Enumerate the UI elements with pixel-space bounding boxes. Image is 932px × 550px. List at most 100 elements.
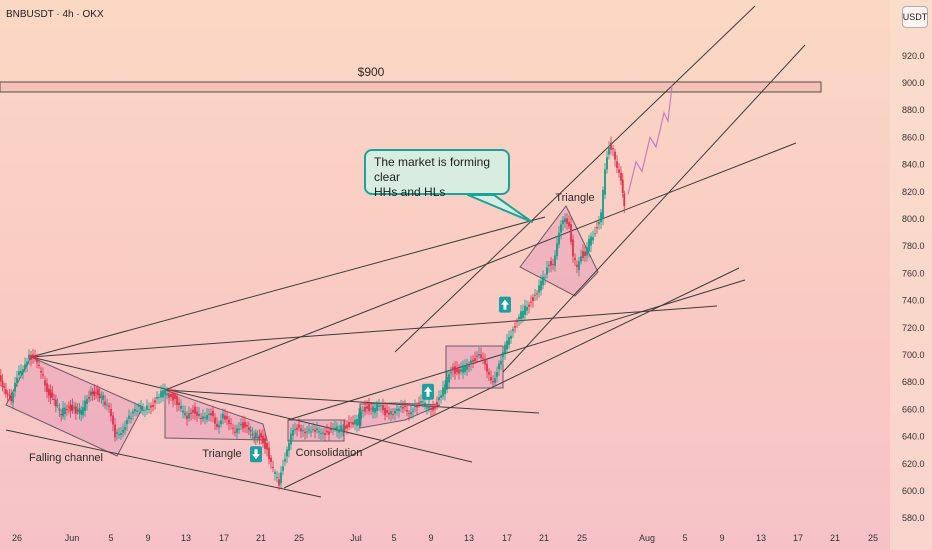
candle-body [270,457,272,462]
candle-body [310,431,312,433]
candle-body [91,391,94,395]
candle-body [494,378,496,383]
candle-body [47,388,50,396]
candle-body [290,433,292,445]
candle-body [370,408,372,410]
price-tick-label: 820.0 [902,187,925,197]
triangle-zone-1 [164,389,268,441]
candle-body [546,267,548,275]
candle-body [272,466,274,468]
candle-body [438,397,440,401]
candle-body [568,222,570,227]
candle-body [148,408,150,410]
candle-body [210,412,212,416]
candle-body [274,472,276,474]
candle-body [166,393,168,396]
candle-body [254,432,257,439]
candle-body [30,354,32,360]
time-tick-label: 21 [539,533,549,543]
candle-body [440,395,442,398]
candle-body [154,400,156,403]
candle-body [474,358,476,362]
candle-body [623,193,626,207]
candle-body [550,260,552,266]
candle-body [38,364,40,366]
candle-body [244,422,246,428]
candle-body [306,431,308,433]
candle-body [512,329,514,332]
candle-body [236,428,238,434]
candle-body [4,389,7,394]
trendline-8 [394,5,756,353]
candle-body [608,147,610,155]
candle-body [592,237,594,241]
candle-body [316,428,318,431]
candle-body [356,418,358,426]
trendline-1 [30,356,473,463]
time-tick-label: 9 [428,533,433,543]
candle-body [334,427,336,429]
candle-body [232,427,234,429]
candle-body [84,400,86,411]
candle-body [188,413,190,419]
currency-badge[interactable]: USDT [902,6,928,28]
candle-body [318,431,320,433]
candle-body [222,413,224,419]
candle-body [184,412,186,416]
candle-body [71,405,74,411]
candle-body [34,356,36,359]
candle-body [46,383,48,392]
candle-body [240,424,242,426]
candle-body [44,380,46,386]
candle-body [120,433,122,436]
candle-body [234,431,236,433]
time-tick-label: 9 [145,533,150,543]
candle-body [253,436,256,439]
candle-body [36,358,38,363]
candle-body [452,367,454,371]
candle-body [450,371,452,374]
candle-body [426,407,428,409]
candle-body [454,366,456,374]
candle-body [406,410,408,412]
candle-body [158,396,160,398]
candle-body [246,424,248,427]
candle-body [204,417,206,419]
candle-body [144,409,146,411]
candle-body [478,353,480,356]
candle-body [432,406,434,411]
candle-body [62,407,64,417]
candle-body [96,388,99,396]
price-axis-panel[interactable] [890,0,932,550]
candle-body [22,369,24,373]
trendline-4 [164,142,797,391]
candle-body [348,421,350,428]
candle-body [504,344,506,354]
price-axis: 580.0 600.0 620.0 640.0 660.0 680.0 700.0 720.0… [902,51,925,523]
price-tick-label: 620.0 [902,459,925,469]
signal-up-1 [422,383,434,400]
candle-body [124,426,126,430]
candle-body [128,415,130,419]
candle-body [380,405,382,407]
candle-body [516,321,518,323]
candle-body [93,390,96,397]
candle-body [54,399,57,407]
candle-body [486,363,488,372]
candle-body [354,419,356,425]
candle-body [16,377,18,384]
candle-body [266,442,268,450]
candle-body [3,386,6,388]
candle-body [376,404,378,411]
candle-body [76,410,79,412]
candle-body [552,264,554,266]
trendline-9 [502,44,806,373]
candle-body [528,304,530,307]
candle-body [312,429,314,431]
chart-title: BNBUSDT · 4h · OKX [6,9,104,20]
candle-body [251,433,254,436]
candle-body [616,161,618,169]
candle-body [156,397,158,399]
candle-body [462,365,464,373]
